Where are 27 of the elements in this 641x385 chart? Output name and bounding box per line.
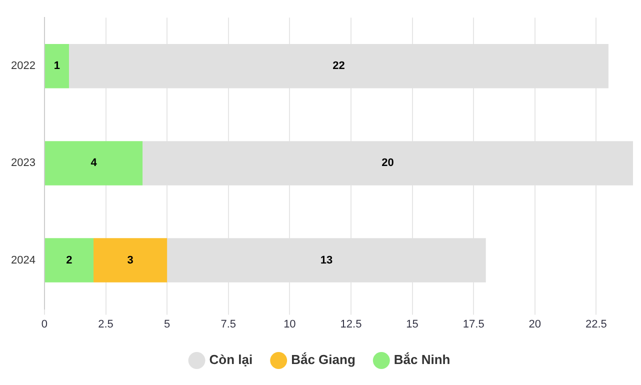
x-tick-label: 20 — [528, 318, 542, 330]
x-tick-label: 15 — [406, 318, 418, 330]
data-label: 22 — [332, 60, 345, 72]
bar — [44, 44, 69, 88]
x-tick-label: 7.5 — [220, 318, 236, 330]
y-tick-label: 2024 — [10, 254, 36, 266]
y-tick-label: 2023 — [10, 157, 36, 170]
bar — [44, 238, 94, 282]
legend-label: Còn lại — [209, 352, 253, 368]
x-tick-label: 0 — [41, 318, 48, 330]
x-tick-label: 17.5 — [462, 318, 484, 330]
x-tick-label: 12.5 — [340, 318, 362, 330]
bar — [94, 238, 168, 282]
x-tick-label: 22.5 — [586, 318, 607, 330]
legend-label: Bắc Ninh — [394, 352, 450, 368]
x-tick-label: 10 — [284, 318, 296, 330]
x-tick-label: 2.5 — [98, 318, 114, 330]
data-label: 20 — [382, 157, 394, 170]
y-tick-label: 2022 — [10, 60, 36, 72]
data-label: 3 — [127, 254, 134, 266]
data-label: 4 — [90, 157, 98, 170]
x-tick-label: 5 — [164, 318, 170, 330]
data-label: 13 — [320, 254, 333, 266]
legend-label: Bắc Giang — [291, 352, 356, 368]
data-label: 1 — [54, 60, 60, 72]
bar — [44, 141, 143, 186]
data-label: 2 — [66, 254, 72, 266]
